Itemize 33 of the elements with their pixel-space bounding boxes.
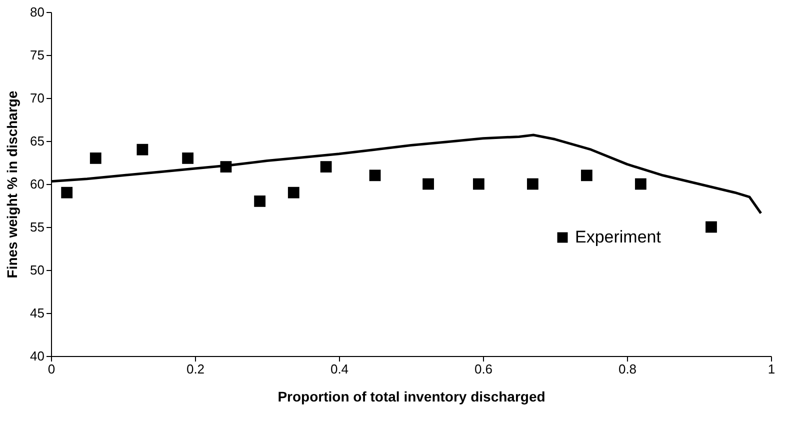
- point: [288, 186, 300, 198]
- x-tick-label: 1: [768, 362, 776, 376]
- x-tick-label: 0: [48, 362, 56, 376]
- y-tick-label: 40: [30, 348, 44, 364]
- point: [182, 152, 194, 164]
- y-tick-label: 50: [30, 262, 44, 278]
- y-axis-title: Fines weight % in discharge: [4, 90, 20, 278]
- y-tick-label: 65: [30, 134, 44, 148]
- point: [526, 178, 538, 190]
- point: [136, 144, 148, 156]
- point: [320, 161, 332, 172]
- point: [580, 170, 592, 182]
- point: [369, 170, 381, 182]
- x-axis-title: Proportion of total inventory discharged: [278, 388, 546, 404]
- y-tick-label: 55: [30, 220, 44, 234]
- point: [220, 161, 232, 172]
- y-tick-label: 80: [30, 4, 44, 20]
- y-tick-label: 60: [30, 176, 44, 192]
- x-tick-label: 0.4: [330, 362, 349, 376]
- x-tick-label: 0.2: [186, 362, 205, 376]
- point: [706, 221, 717, 233]
- point: [422, 178, 434, 190]
- y-tick-label: 70: [30, 90, 44, 106]
- y-tick-label: 45: [30, 306, 44, 320]
- point: [472, 178, 484, 190]
- legend-label: Experiment: [575, 228, 662, 246]
- x-tick-label: 0.8: [618, 362, 637, 376]
- point: [634, 178, 646, 190]
- point: [61, 186, 73, 198]
- point: [254, 196, 266, 207]
- y-tick-label: 75: [30, 48, 44, 62]
- x-tick-label: 0.6: [474, 362, 493, 376]
- point: [90, 152, 102, 164]
